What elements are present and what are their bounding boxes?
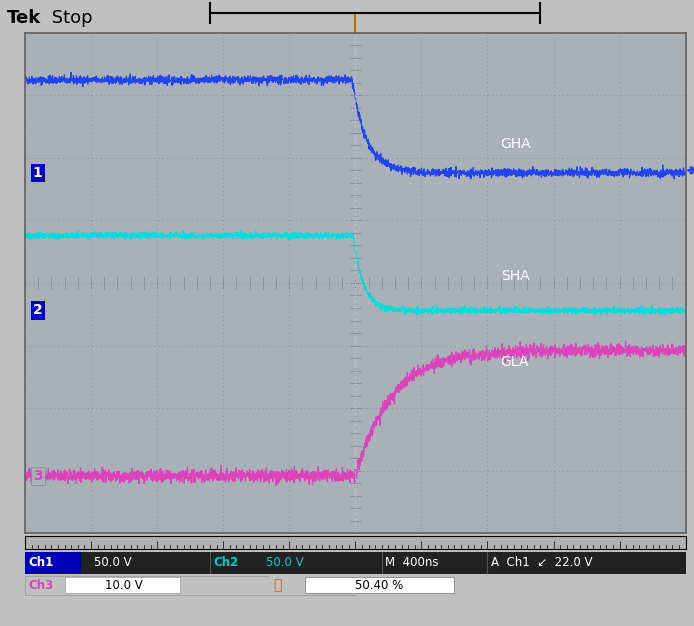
Text: 10.0 V: 10.0 V bbox=[105, 579, 143, 592]
Text: 3: 3 bbox=[33, 469, 42, 483]
Text: 50.40 %: 50.40 % bbox=[355, 579, 404, 592]
Text: Ch2: Ch2 bbox=[213, 557, 239, 569]
Text: Tek: Tek bbox=[7, 9, 41, 26]
Text: Ⓓ: Ⓓ bbox=[273, 578, 282, 592]
Text: 50.0 V: 50.0 V bbox=[266, 557, 304, 569]
Text: M  400ns: M 400ns bbox=[385, 557, 439, 569]
Bar bbox=[65, 577, 180, 593]
Text: Ch1: Ch1 bbox=[28, 557, 53, 569]
Text: Stop: Stop bbox=[46, 9, 93, 26]
Text: A  Ch1  ↙  22.0 V: A Ch1 ↙ 22.0 V bbox=[491, 557, 592, 569]
Text: SHA: SHA bbox=[500, 269, 530, 284]
Text: 50.0 V: 50.0 V bbox=[94, 557, 132, 569]
Text: 1: 1 bbox=[33, 166, 42, 180]
Bar bbox=[25, 552, 81, 574]
Text: GLA: GLA bbox=[500, 354, 529, 369]
Text: 2: 2 bbox=[33, 304, 42, 317]
Bar bbox=[305, 577, 454, 593]
Text: GHA: GHA bbox=[500, 136, 532, 151]
Text: Ch3: Ch3 bbox=[28, 579, 53, 592]
